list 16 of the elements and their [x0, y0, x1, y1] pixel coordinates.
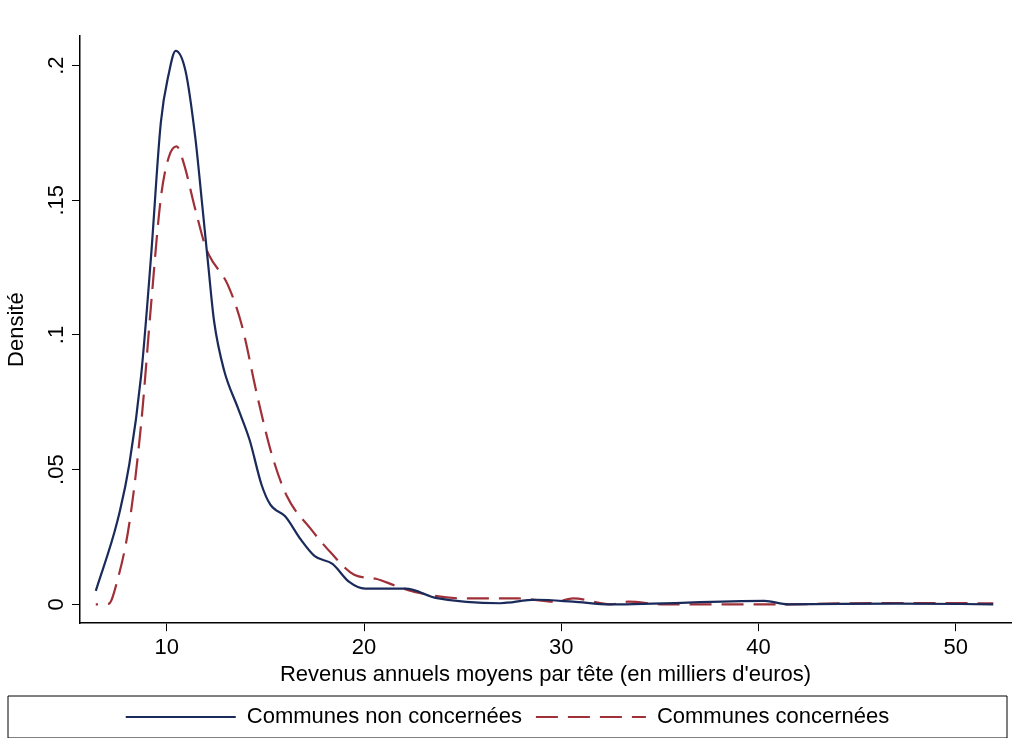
line-series: [94, 49, 995, 606]
legend-label: Communes non concernées: [246, 703, 522, 729]
x-tick-label: 10: [154, 634, 180, 660]
y-axis-title: Densité: [3, 292, 29, 367]
line-series: [94, 145, 995, 606]
y-tick-label: .2: [43, 56, 69, 75]
x-tick-label: 40: [746, 634, 771, 660]
x-tick-label: 30: [549, 634, 574, 660]
x-tick-label: 20: [351, 634, 377, 660]
legend-label: Communes concernées: [656, 703, 890, 729]
y-tick-label: .05: [43, 454, 69, 485]
y-tick-label: 0: [43, 598, 69, 611]
x-axis-title: Revenus annuels moyens par tête (en milliers d'euros): [279, 660, 812, 686]
y-tick-label: .15: [43, 185, 69, 216]
x-tick-label: 50: [943, 634, 969, 660]
y-tick-label: .1: [43, 325, 69, 345]
